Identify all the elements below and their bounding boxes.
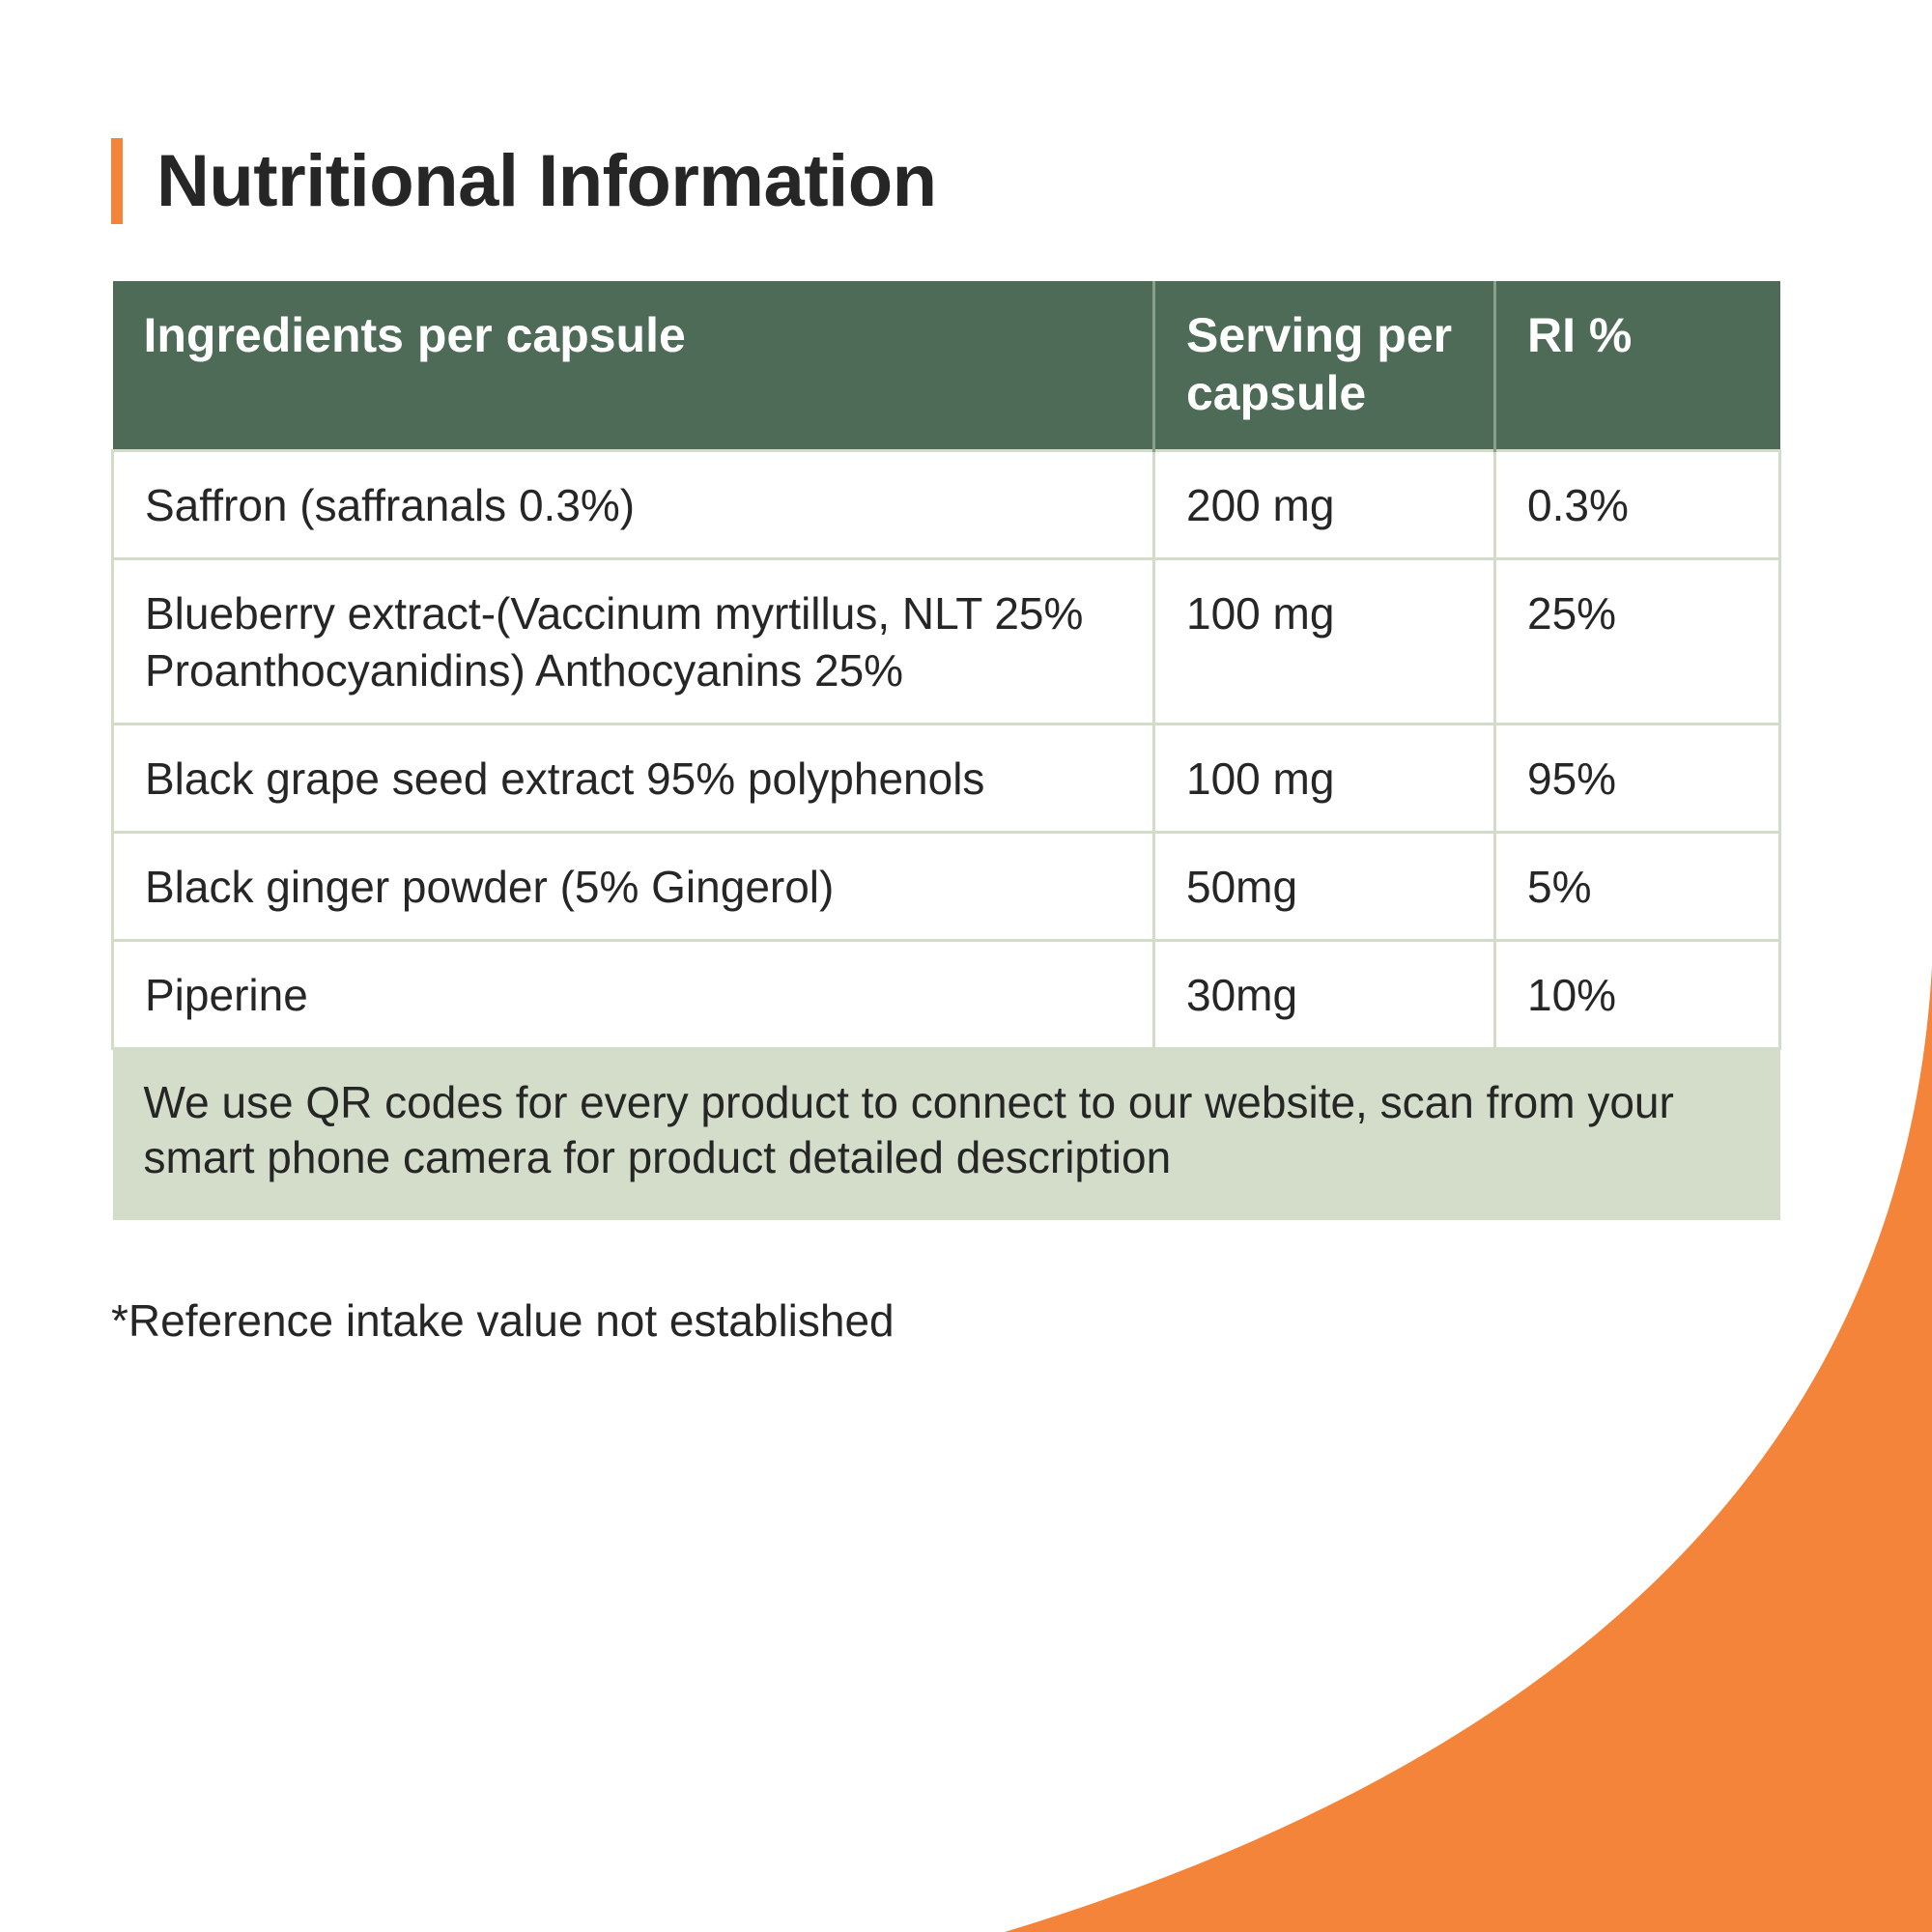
page-title: Nutritional Information <box>156 140 937 222</box>
serving-cell: 200 mg <box>1152 449 1496 560</box>
ingredient-cell: Black grape seed extract 95% polyphenols <box>111 723 1155 834</box>
table-row: Black grape seed extract 95% polyphenols… <box>111 723 1781 834</box>
ingredient-cell: Piperine <box>111 939 1155 1050</box>
orange-arc-shape <box>1005 966 1932 1932</box>
table-header-row: Ingredients per capsule Serving per caps… <box>112 281 1780 451</box>
title-block: Nutritional Information <box>111 138 937 224</box>
table-row: Blueberry extract-(Vaccinum myrtillus, N… <box>111 557 1781 725</box>
table-row: Piperine 30mg 10% <box>111 939 1781 1050</box>
ri-cell: 95% <box>1493 723 1781 834</box>
ri-cell: 10% <box>1493 939 1781 1050</box>
title-accent-bar <box>111 138 123 224</box>
ingredient-cell: Blueberry extract-(Vaccinum myrtillus, N… <box>111 557 1155 725</box>
ingredient-cell: Saffron (saffranals 0.3%) <box>111 449 1155 560</box>
ri-cell: 0.3% <box>1493 449 1781 560</box>
ri-cell: 5% <box>1493 831 1781 942</box>
serving-cell: 50mg <box>1152 831 1496 942</box>
ingredient-cell: Black ginger powder (5% Gingerol) <box>111 831 1155 942</box>
serving-cell: 100 mg <box>1152 557 1496 725</box>
header-serving: Serving per capsule <box>1152 281 1495 451</box>
table-row: Black ginger powder (5% Gingerol) 50mg 5… <box>111 831 1781 942</box>
serving-cell: 100 mg <box>1152 723 1496 834</box>
qr-note-text: We use QR codes for every product to con… <box>112 1048 1780 1220</box>
serving-cell: 30mg <box>1152 939 1496 1050</box>
table-row: Saffron (saffranals 0.3%) 200 mg 0.3% <box>111 449 1781 560</box>
qr-note-row: We use QR codes for every product to con… <box>112 1048 1780 1220</box>
footnote: *Reference intake value not established <box>111 1295 895 1346</box>
header-ri: RI % <box>1493 281 1780 451</box>
ri-cell: 25% <box>1493 557 1781 725</box>
header-ingredients: Ingredients per capsule <box>112 281 1154 451</box>
nutrition-table: Ingredients per capsule Serving per caps… <box>111 281 1781 1220</box>
